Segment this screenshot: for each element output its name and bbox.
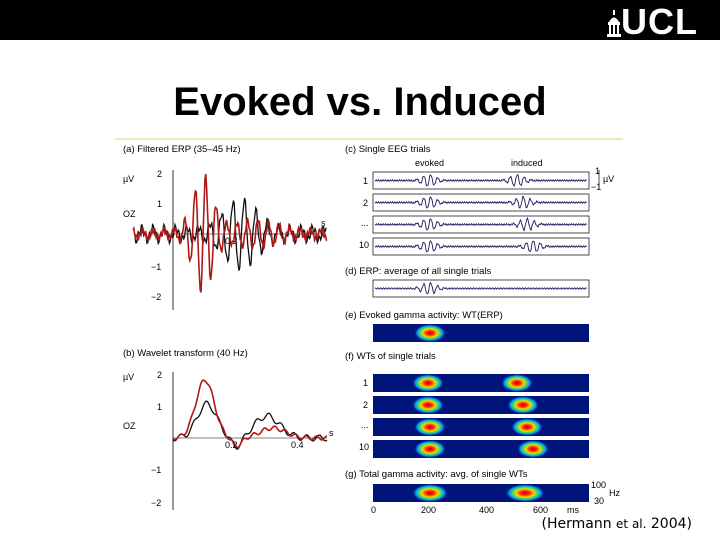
panel-g-xtick: 0 xyxy=(371,505,376,515)
panel-g-xtick: 400 xyxy=(479,505,494,515)
panel-b-ytick: 2 xyxy=(157,370,162,380)
evoked-wt-spectrogram xyxy=(373,324,589,342)
citation: (Hermann et al. 2004) xyxy=(542,516,692,532)
trial-trace xyxy=(374,173,587,188)
total-gamma-spectrogram xyxy=(373,484,589,502)
panel-c-induced-label: induced xyxy=(511,158,543,168)
panel-a-xtick: 0.2 xyxy=(225,236,238,246)
trial-box xyxy=(372,237,590,256)
citation-etal: et al. xyxy=(616,517,647,531)
panel-b-xtick: 0.4 xyxy=(291,440,304,450)
panel-f-trial-label: 2 xyxy=(363,400,368,410)
panel-c-trial-label: 2 xyxy=(363,198,368,208)
total-gamma-evoked-blob xyxy=(412,484,448,502)
panel-g-freq-top: 100 xyxy=(591,480,606,490)
panel-e-label: (e) Evoked gamma activity: WT(ERP) xyxy=(345,310,503,321)
panel-b-channel: OZ xyxy=(123,421,136,431)
panel-a-red-trace xyxy=(132,173,328,293)
panel-a-ytick: 2 xyxy=(157,169,162,179)
single-trial-wt-10 xyxy=(373,440,589,458)
panel-b-ytick: −1 xyxy=(151,465,161,475)
panel-a-s-label: s xyxy=(321,218,326,228)
panel-g-xunit: ms xyxy=(567,505,579,515)
panel-a-channel: OZ xyxy=(123,209,136,219)
evoked-gamma-blob xyxy=(414,324,446,342)
panel-a-ytick: 1 xyxy=(157,199,162,209)
title-rule xyxy=(115,138,623,140)
slide-title: Evoked vs. Induced xyxy=(173,80,547,124)
trial-box xyxy=(372,215,590,234)
total-gamma-induced-blob xyxy=(505,484,545,502)
panel-b-unit: µV xyxy=(123,372,134,382)
citation-suffix: 2004) xyxy=(646,516,692,532)
panel-f-trial-label: 1 xyxy=(363,378,368,388)
citation-prefix: (Hermann xyxy=(541,516,617,532)
panel-b-label: (b) Wavelet transform (40 Hz) xyxy=(123,348,248,359)
panel-c-scale-top: 1 xyxy=(595,166,600,176)
single-trial-wt-1 xyxy=(373,374,589,392)
panel-f-trial-label: 10 xyxy=(359,442,369,452)
panel-a-label: (a) Filtered ERP (35–45 Hz) xyxy=(123,144,241,155)
panel-f-trial-label: ... xyxy=(361,420,369,430)
panel-g-freq-bot: 30 xyxy=(594,496,604,506)
panel-c-trial-label: 1 xyxy=(363,176,368,186)
panel-c-trial-label: 10 xyxy=(359,240,369,250)
panel-a-ytick: −2 xyxy=(151,292,161,302)
single-trial-wt-3 xyxy=(373,418,589,436)
single-trial-wt-2 xyxy=(373,396,589,414)
panel-g-xtick: 600 xyxy=(533,505,548,515)
erp-figure: (a) Filtered ERP (35–45 Hz) µV OZ 2 1 −1… xyxy=(123,144,620,515)
panel-c-scale-bot: −1 xyxy=(591,182,601,192)
panel-b-red-trace xyxy=(172,379,328,449)
panel-g-xtick: 200 xyxy=(421,505,436,515)
top-banner: UCL xyxy=(0,0,720,40)
panel-b-black-trace xyxy=(172,400,328,450)
panel-b-xtick: 0.2 xyxy=(225,440,238,450)
erp-average-box xyxy=(372,279,590,298)
panel-g-freq-unit: Hz xyxy=(609,488,620,498)
panel-c-evoked-label: evoked xyxy=(415,158,444,168)
panel-c-trial-label: ... xyxy=(361,218,369,228)
trial-trace xyxy=(374,195,587,209)
panel-b-ytick: −2 xyxy=(151,498,161,508)
ucl-logo: UCL xyxy=(607,1,698,42)
panel-c-scale-unit: µV xyxy=(603,174,614,184)
panel-a-unit: µV xyxy=(123,174,134,184)
trial-trace xyxy=(374,240,587,253)
trial-box xyxy=(372,193,590,212)
panel-d-label: (d) ERP: average of all single trials xyxy=(345,266,492,277)
panel-f-label: (f) WTs of single trials xyxy=(345,351,436,362)
ucl-logo-text: UCL xyxy=(621,1,698,42)
panel-b-ytick: 1 xyxy=(157,402,162,412)
panel-a-ytick: −1 xyxy=(151,262,161,272)
ucl-dome-icon xyxy=(607,10,621,37)
trial-trace xyxy=(374,216,587,232)
panel-g-label: (g) Total gamma activity: avg. of single… xyxy=(345,469,528,480)
trial-box xyxy=(372,171,590,190)
panel-b-s-label: s xyxy=(329,428,334,438)
erp-average-trace xyxy=(374,281,587,295)
panel-c-label: (c) Single EEG trials xyxy=(345,144,431,155)
